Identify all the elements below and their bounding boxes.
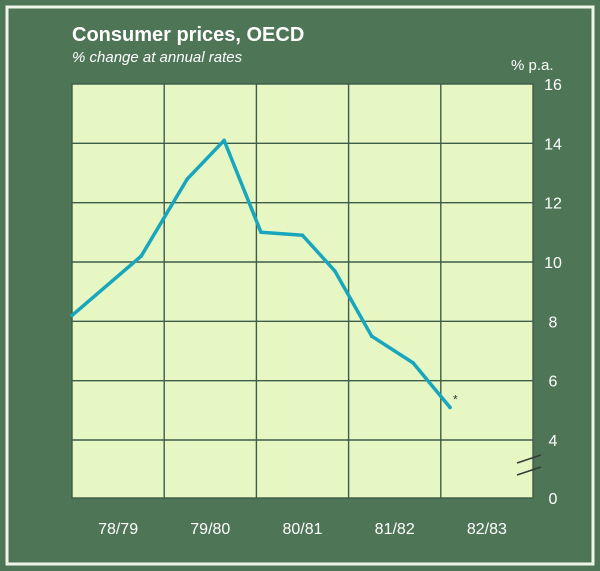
y-tick-label: 14 xyxy=(544,136,562,153)
x-tick-label: 82/83 xyxy=(467,521,507,538)
data-point xyxy=(139,254,143,258)
data-point xyxy=(70,313,74,318)
outer-border xyxy=(5,5,595,566)
y-tick-label: 4 xyxy=(549,433,558,450)
plot-border xyxy=(71,83,534,499)
axis-break-mark xyxy=(516,454,542,464)
x-tick-label: 81/82 xyxy=(375,521,415,538)
plot-area: 16 14 12 10 8 6 4 0 78/79 79/80 80/81 81/82 82/83 * xyxy=(70,77,562,538)
data-point xyxy=(411,361,415,365)
y-tick-label: 6 xyxy=(549,374,558,391)
y-tick-label: 8 xyxy=(549,314,558,331)
y-tick-label: 12 xyxy=(544,196,562,213)
series-line-0 xyxy=(70,138,452,410)
x-tick-label: 78/79 xyxy=(98,521,138,538)
annotation-asterisk: * xyxy=(453,392,458,406)
axis-break-mark xyxy=(516,466,542,476)
chart-subtitle: % change at annual rates xyxy=(72,49,243,66)
chart-title: Consumer prices, OECD xyxy=(72,24,304,46)
data-point xyxy=(300,233,305,238)
data-point xyxy=(448,405,452,410)
y-axis-label: % p.a. xyxy=(511,57,554,74)
data-point xyxy=(369,334,374,339)
data-point xyxy=(333,269,337,273)
y-tick-label: 0 xyxy=(549,491,558,508)
data-point xyxy=(185,177,190,181)
y-tick-label: 10 xyxy=(544,255,562,272)
x-tick-label: 79/80 xyxy=(190,521,230,538)
x-tick-label: 80/81 xyxy=(282,521,322,538)
data-point xyxy=(222,138,226,143)
plot-background xyxy=(72,84,533,498)
data-point xyxy=(259,230,263,235)
y-tick-label: 16 xyxy=(544,77,562,94)
